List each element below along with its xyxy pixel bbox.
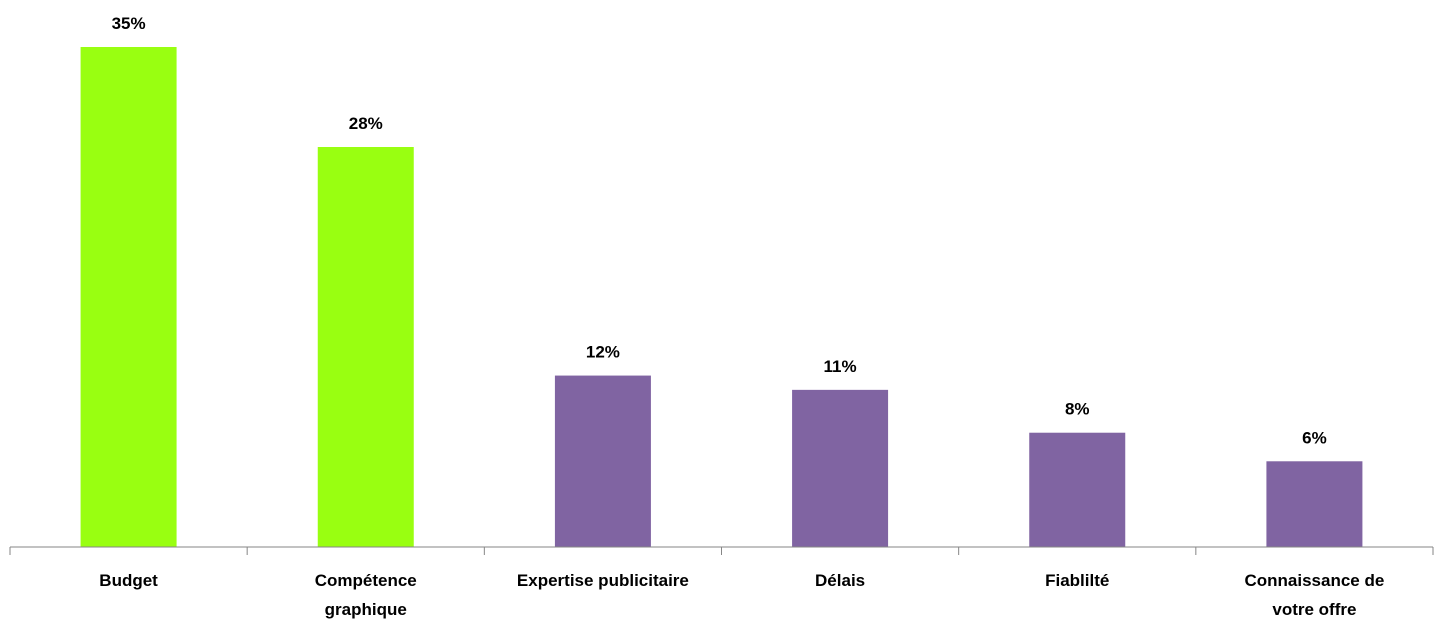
x-tick-label: Budget [99, 571, 158, 590]
bar [792, 389, 889, 547]
x-tick-label: Connaissance de votre offre [1244, 571, 1385, 619]
bar [554, 375, 651, 547]
bar [1266, 461, 1363, 547]
data-label: 11% [824, 357, 857, 376]
data-label: 35% [112, 14, 146, 33]
x-tick-label: Compétence graphique [314, 571, 417, 619]
x-tick-label: Fiablilté [1045, 571, 1110, 590]
bar [80, 47, 177, 547]
x-tick-label: Expertise publicitaire [516, 571, 689, 590]
data-label: 6% [1302, 428, 1327, 447]
data-label: 12% [586, 343, 620, 362]
bar [317, 147, 414, 547]
bar [1029, 432, 1126, 547]
x-tick-label: Délais [815, 571, 866, 590]
data-label: 28% [349, 114, 383, 133]
data-label: 8% [1065, 400, 1090, 419]
